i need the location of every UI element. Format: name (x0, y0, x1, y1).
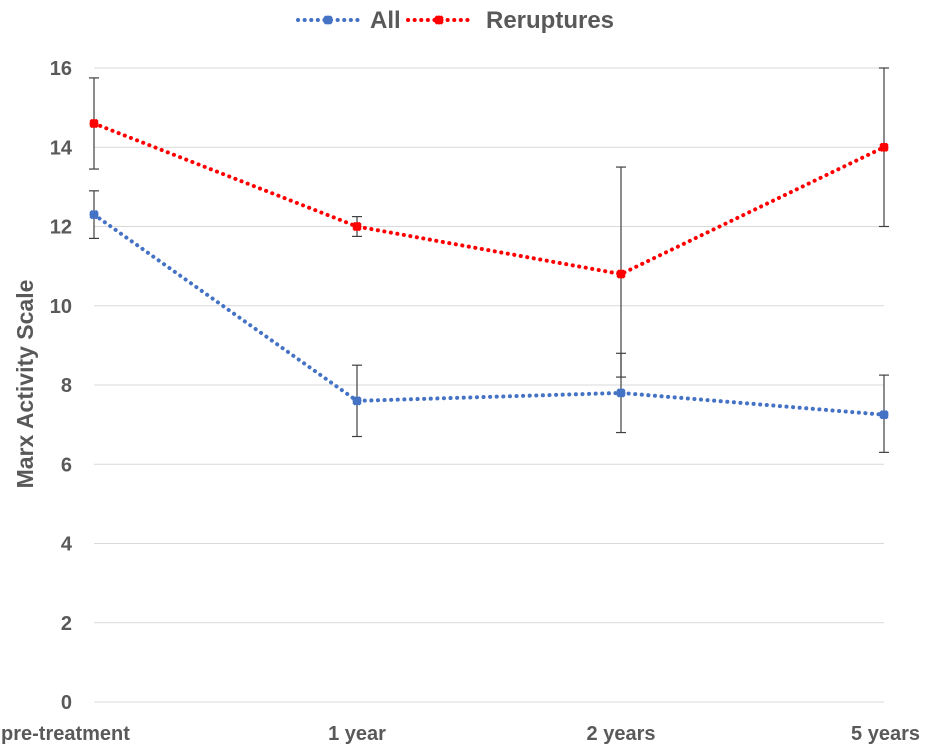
data-point-all (616, 388, 626, 398)
data-points (89, 118, 889, 420)
y-tick-labels: 0 2 4 6 8 10 12 14 16 (50, 58, 73, 714)
x-tick-labels: pre-treatment 1 year 2 years 5 years (1, 723, 920, 745)
y-tick-label: 4 (61, 534, 73, 556)
data-point-reruptures (89, 118, 99, 129)
legend: All Reruptures (296, 7, 614, 34)
data-point-reruptures (616, 269, 626, 279)
data-point-all (879, 410, 889, 420)
y-tick-label: 8 (61, 375, 72, 397)
legend-label: Reruptures (486, 7, 614, 34)
y-tick-label: 2 (61, 613, 72, 635)
series-line-reruptures (92, 121, 886, 277)
data-point-reruptures (352, 221, 362, 232)
y-tick-label: 0 (61, 692, 72, 714)
legend-label: All (370, 7, 401, 34)
data-point-all (89, 210, 99, 220)
data-point-reruptures (879, 142, 889, 152)
x-tick-label: pre-treatment (1, 723, 130, 745)
y-tick-label: 12 (50, 217, 72, 239)
legend-marker (323, 15, 333, 25)
y-tick-label: 16 (50, 58, 72, 80)
x-tick-label: 2 years (587, 723, 656, 745)
legend-item-reruptures: Reruptures (406, 7, 614, 34)
legend-marker (434, 15, 444, 25)
y-tick-label: 6 (61, 454, 72, 476)
series-lines (92, 121, 886, 417)
y-tick-label: 10 (50, 296, 72, 318)
y-tick-label: 14 (50, 137, 73, 159)
error-bars (89, 67, 889, 453)
data-point-all (352, 396, 362, 406)
x-tick-label: 5 years (851, 723, 920, 745)
series-line-all (92, 212, 886, 417)
legend-item-all: All (296, 7, 401, 34)
x-tick-label: 1 year (328, 723, 386, 745)
gridlines (94, 67, 884, 703)
y-axis-title: Marx Activity Scale (12, 280, 38, 489)
